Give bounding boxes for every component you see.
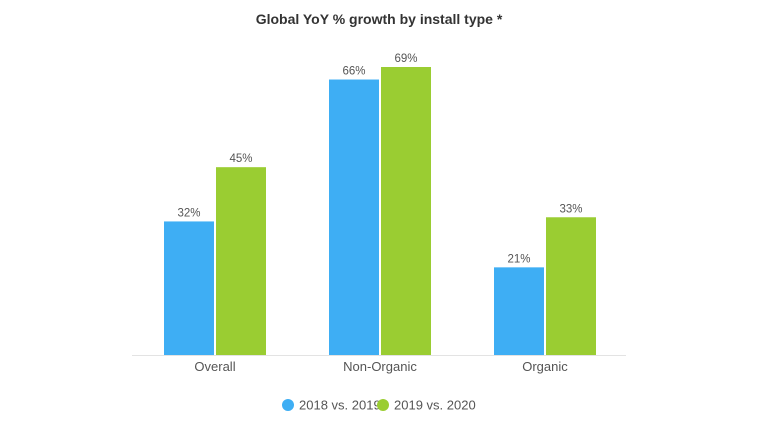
bar-organic-2018-vs-2019 (494, 267, 544, 355)
bar-non-organic-2019-vs-2020 (381, 67, 431, 355)
bar-overall-2019-vs-2020 (216, 167, 266, 355)
value-label-non-organic-2018-vs-2019: 66% (342, 66, 365, 78)
legend-swatch-2018-vs-2019 (282, 399, 294, 411)
legend-label-2019-vs-2020: 2019 vs. 2020 (394, 398, 476, 413)
value-label-overall-2018-vs-2019: 32% (177, 207, 200, 219)
value-label-overall-2019-vs-2020: 45% (229, 153, 252, 165)
value-label-non-organic-2019-vs-2020: 69% (394, 53, 417, 65)
chart-title: Global YoY % growth by install type * (256, 11, 503, 27)
legend-label-2018-vs-2019: 2018 vs. 2019 (299, 398, 381, 413)
legend-swatch-2019-vs-2020 (377, 399, 389, 411)
legend: 2018 vs. 2019 2019 vs. 2020 (282, 398, 476, 413)
bar-non-organic-2018-vs-2019 (329, 79, 379, 356)
bar-overall-2018-vs-2019 (164, 221, 214, 355)
x-tick-label-organic: Organic (522, 359, 568, 374)
bar-organic-2019-vs-2020 (546, 217, 596, 355)
value-label-organic-2018-vs-2019: 21% (507, 253, 530, 265)
bars-layer (164, 67, 596, 356)
value-label-organic-2019-vs-2020: 33% (559, 203, 582, 215)
x-tick-label-non-organic: Non-Organic (343, 359, 417, 374)
x-tick-label-overall: Overall (194, 359, 235, 374)
category-tick-labels: Overall Non-Organic Organic (194, 359, 568, 374)
value-labels-layer: 32% 45% 66% 69% 21% 33% (177, 53, 582, 265)
